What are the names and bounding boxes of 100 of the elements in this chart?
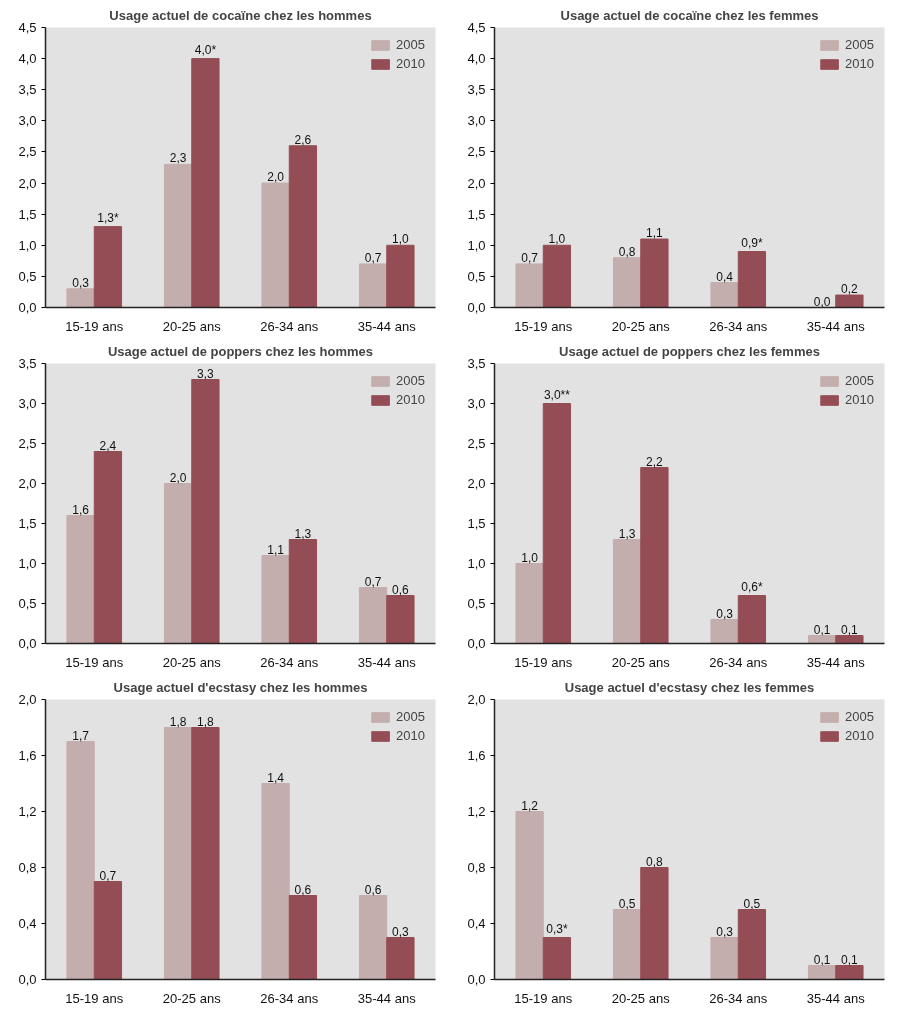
y-tick-label: 3,5	[18, 356, 37, 371]
chart-title: Usage actuel de cocaïne chez les hommes	[109, 7, 372, 23]
bar	[835, 635, 864, 644]
data-label: 1,7	[72, 728, 90, 743]
bar	[835, 294, 864, 308]
bar	[288, 895, 318, 980]
y-tick-label: 0,5	[18, 596, 37, 611]
data-label: 1,0	[392, 232, 410, 247]
data-label: 4,0*	[194, 42, 217, 57]
bar	[515, 563, 544, 644]
y-tick-label: 1,0	[18, 237, 37, 253]
x-tick-label: 35-44 ans	[806, 654, 866, 670]
data-label: 0,7	[99, 868, 117, 883]
bar	[288, 539, 318, 644]
data-label: 2,3	[169, 151, 187, 166]
bar	[191, 727, 220, 980]
data-label: 0,3	[392, 924, 410, 939]
y-tick-label: 3,5	[467, 356, 486, 371]
bar	[358, 895, 388, 980]
y-tick-label: 2,0	[18, 692, 37, 707]
data-label: 0,1	[813, 952, 831, 967]
data-label: 3,3	[197, 366, 215, 381]
bar	[261, 555, 290, 644]
legend-label: 2010	[396, 392, 425, 407]
x-tick-label: 26-34 ans	[260, 990, 319, 1006]
chart-title: Usage actuel d'ecstasy chez les femmes	[564, 679, 815, 695]
legend-label: 2010	[396, 728, 425, 743]
data-label: 1,8	[169, 714, 187, 729]
bar	[710, 619, 739, 644]
bar	[710, 282, 739, 308]
y-tick-label: 0,8	[18, 860, 37, 875]
y-tick-label: 0,0	[18, 972, 37, 987]
data-label: 0,8	[646, 854, 664, 869]
data-label: 2,0	[169, 470, 187, 485]
y-tick-label: 0,4	[467, 916, 486, 931]
y-tick-label: 0,5	[467, 268, 486, 284]
data-label: 1,3*	[97, 210, 119, 225]
data-label: 0,0	[813, 294, 831, 309]
bar	[807, 965, 837, 980]
data-label: 1,3	[618, 526, 636, 541]
bar	[737, 595, 767, 644]
y-tick-label: 1,0	[467, 237, 486, 253]
y-tick-label: 0,0	[467, 972, 486, 987]
x-tick-label: 15-19 ans	[514, 654, 573, 670]
data-label: 0,6	[294, 882, 312, 897]
y-tick-label: 0,0	[467, 636, 486, 651]
legend-label: 2010	[845, 56, 874, 71]
bar	[515, 811, 544, 980]
bar	[358, 587, 388, 644]
x-tick-label: 15-19 ans	[514, 318, 573, 334]
y-tick-label: 4,0	[18, 51, 37, 67]
data-label: 0,1	[841, 622, 859, 637]
y-tick-label: 1,6	[18, 748, 37, 763]
legend-label: 2005	[845, 37, 874, 52]
x-tick-label: 26-34 ans	[260, 318, 319, 334]
y-tick-label: 2,5	[18, 436, 37, 451]
data-label: 0,6	[392, 582, 410, 597]
y-tick-label: 0,0	[467, 300, 486, 315]
data-label: 0,7	[364, 250, 382, 265]
data-label: 0,1	[841, 952, 859, 967]
y-tick-label: 2,5	[467, 144, 486, 160]
y-tick-label: 3,5	[467, 82, 486, 98]
bar	[710, 937, 739, 980]
data-label: 0,2	[841, 282, 859, 297]
y-tick-label: 1,6	[467, 748, 486, 763]
data-label: 0,1	[813, 622, 831, 637]
data-label: 2,4	[99, 438, 117, 453]
x-tick-label: 26-34 ans	[709, 990, 768, 1006]
bar	[66, 515, 95, 644]
bar	[640, 867, 669, 980]
y-tick-label: 3,0	[467, 396, 486, 411]
data-label: 1,3	[294, 526, 312, 541]
bar	[163, 483, 193, 644]
bar	[66, 288, 95, 308]
legend-label: 2005	[396, 709, 425, 724]
data-label: 2,2	[646, 454, 664, 469]
data-label: 1,1	[646, 226, 664, 241]
y-tick-label: 1,2	[18, 804, 37, 819]
data-label: 1,0	[521, 550, 539, 565]
x-tick-label: 20-25 ans	[611, 990, 671, 1006]
chart-title: Usage actuel d'ecstasy chez les hommes	[113, 679, 368, 695]
data-label: 1,2	[521, 798, 539, 813]
bar	[386, 244, 415, 308]
x-tick-label: 35-44 ans	[357, 654, 417, 670]
bar	[640, 467, 669, 644]
y-tick-label: 3,0	[467, 113, 486, 129]
y-tick-label: 0,4	[18, 916, 37, 931]
legend-label: 2005	[396, 373, 425, 388]
data-label: 0,6	[364, 882, 382, 897]
data-label: 1,8	[197, 714, 215, 729]
y-tick-label: 4,0	[467, 51, 486, 67]
x-tick-label: 35-44 ans	[357, 318, 417, 334]
bar	[612, 257, 642, 308]
data-label: 0,4	[716, 269, 734, 284]
bar	[191, 58, 220, 308]
x-tick-label: 35-44 ans	[357, 990, 417, 1006]
bar	[612, 909, 642, 980]
y-tick-label: 2,0	[467, 692, 486, 707]
legend-label: 2010	[845, 392, 874, 407]
y-tick-label: 1,2	[467, 804, 486, 819]
